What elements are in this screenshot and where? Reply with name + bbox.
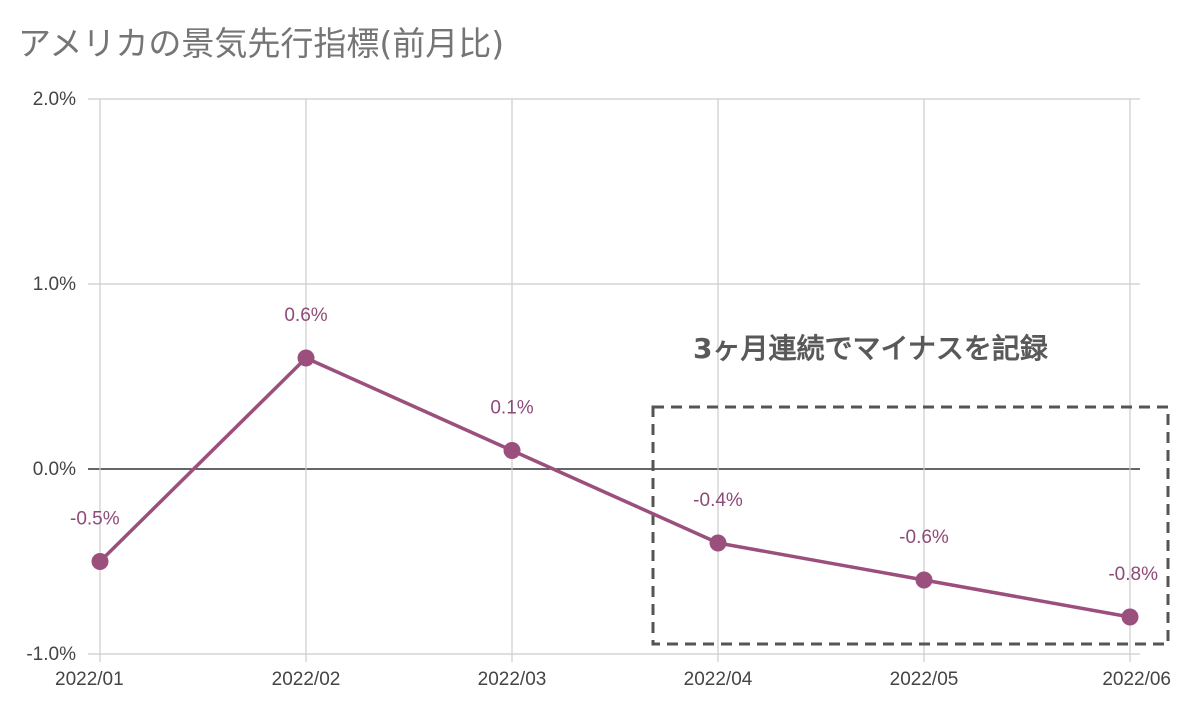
data-label: 0.6% <box>284 305 327 326</box>
series-line <box>98 356 1132 619</box>
data-label: -0.8% <box>1108 564 1158 585</box>
grid <box>88 98 1140 662</box>
data-point <box>915 571 933 589</box>
y-tick-label: 0.0% <box>33 459 76 480</box>
data-labels: -0.5% 0.6% 0.1% -0.4% -0.6% -0.8% <box>70 305 1158 585</box>
series-group <box>91 349 1139 626</box>
data-point <box>297 349 315 367</box>
highlight-box-group <box>651 405 1170 646</box>
data-label: -0.4% <box>693 490 743 511</box>
y-axis-ticks: 2.0% 1.0% 0.0% -1.0% <box>26 89 76 665</box>
x-tick-label: 2022/04 <box>684 669 753 690</box>
data-point <box>1121 608 1139 626</box>
x-tick-label: 2022/03 <box>478 669 547 690</box>
y-tick-label: 1.0% <box>33 274 76 295</box>
data-point <box>709 534 727 552</box>
x-tick-label: 2022/01 <box>55 669 124 690</box>
x-tick-label: 2022/05 <box>890 669 959 690</box>
x-axis-ticks: 2022/01 2022/02 2022/03 2022/04 2022/05 2022/… <box>55 669 1171 690</box>
y-tick-label: 2.0% <box>33 89 76 110</box>
data-point <box>503 442 521 459</box>
x-tick-label: 2022/02 <box>272 669 341 690</box>
x-tick-label: 2022/06 <box>1102 669 1171 690</box>
highlight-box <box>651 405 1170 646</box>
data-label: -0.6% <box>899 527 949 548</box>
chart-title: アメリカの景気先行指標(前月比) <box>18 24 504 63</box>
data-label: -0.5% <box>70 509 120 530</box>
annotation-text: 3ヶ月連続でマイナスを記録 <box>693 332 1049 365</box>
data-label: 0.1% <box>490 398 533 419</box>
y-tick-label: -1.0% <box>26 644 76 665</box>
data-point <box>91 553 109 570</box>
